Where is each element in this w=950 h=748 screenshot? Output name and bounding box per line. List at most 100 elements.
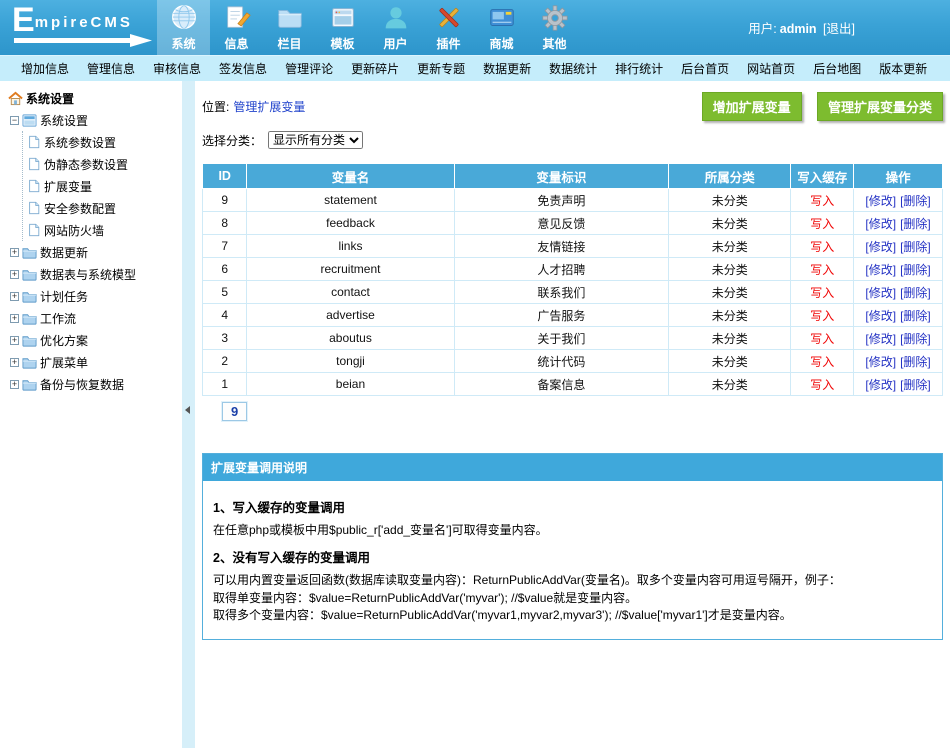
tree-node[interactable]: + 优化方案 — [8, 329, 182, 351]
tree-toggle-icon[interactable]: + — [10, 356, 19, 367]
write-cache-link[interactable]: 写入 — [810, 216, 835, 231]
subnav-item[interactable]: 网站首页 — [747, 62, 796, 76]
collapse-arrow-icon[interactable] — [185, 406, 190, 414]
tree-leaf[interactable]: 扩展变量 — [27, 175, 182, 197]
modify-link[interactable]: [修改] — [865, 239, 897, 254]
subnav-item[interactable]: 签发信息 — [219, 62, 268, 76]
tree-node[interactable]: + 工作流 — [8, 307, 182, 329]
tree-toggle-icon[interactable]: + — [10, 378, 19, 389]
tree-node[interactable]: + 备份与恢复数据 — [8, 373, 182, 395]
top-nav: 系统 信息 栏目 模板 用户 插件 商城 其他 — [157, 0, 581, 55]
cell-category: 未分类 — [668, 211, 792, 235]
modify-link[interactable]: [修改] — [865, 331, 897, 346]
subnav-item[interactable]: 更新碎片 — [351, 62, 400, 76]
delete-link[interactable]: [删除] — [900, 262, 931, 277]
delete-link[interactable]: [删除] — [900, 331, 931, 346]
sidebar-tree: 系统设置 − 系统设置 系统参数设置 伪静态参数设置 扩展变量 安全参数配置 网站防火墙 + 数据… — [0, 81, 182, 748]
username: admin — [779, 22, 817, 36]
tree-leaf[interactable]: 安全参数配置 — [27, 197, 182, 219]
tree-node[interactable]: − 系统设置 — [8, 109, 182, 131]
delete-link[interactable]: [删除] — [900, 239, 931, 254]
window-icon — [328, 3, 358, 33]
top-tab-label: 系统 — [171, 37, 196, 51]
write-cache-link[interactable]: 写入 — [810, 308, 835, 323]
breadcrumb-link[interactable]: 管理扩展变量 — [233, 99, 306, 114]
write-cache-link[interactable]: 写入 — [810, 377, 835, 392]
tree-node-label: 数据更新 — [40, 245, 89, 260]
top-tab-template[interactable]: 模板 — [316, 0, 369, 55]
subnav-item[interactable]: 管理评论 — [285, 62, 334, 76]
top-tab-user[interactable]: 用户 — [369, 0, 422, 55]
cell-write-cache: 写入 — [790, 280, 855, 304]
subnav-item[interactable]: 增加信息 — [21, 62, 70, 76]
tree-leaf[interactable]: 网站防火墙 — [27, 219, 182, 241]
subnav-item[interactable]: 版本更新 — [879, 62, 928, 76]
write-cache-link[interactable]: 写入 — [810, 354, 835, 369]
write-cache-link[interactable]: 写入 — [810, 262, 835, 277]
tree-node[interactable]: + 扩展菜单 — [8, 351, 182, 373]
tree-node[interactable]: + 计划任务 — [8, 285, 182, 307]
tree-toggle-icon[interactable]: + — [10, 268, 19, 279]
manage-variable-class-button[interactable]: 管理扩展变量分类 — [816, 91, 943, 121]
modify-link[interactable]: [修改] — [865, 377, 897, 392]
delete-link[interactable]: [删除] — [900, 193, 931, 208]
tree-toggle-icon[interactable]: + — [10, 334, 19, 345]
tree-leaf[interactable]: 系统参数设置 — [27, 131, 182, 153]
subnav-item[interactable]: 后台首页 — [681, 62, 730, 76]
delete-link[interactable]: [删除] — [900, 354, 931, 369]
delete-link[interactable]: [删除] — [900, 308, 931, 323]
variables-table: ID 变量名 变量标识 所属分类 写入缓存 操作 9 statement 免责声明 未分类 写入[… — [201, 163, 943, 396]
logout-link[interactable]: [退出] — [823, 22, 855, 36]
class-filter-select[interactable]: 显示所有分类 — [268, 131, 364, 149]
top-tab-system[interactable]: 系统 — [157, 0, 210, 55]
delete-link[interactable]: [删除] — [900, 285, 931, 300]
table-row: 1 beian 备案信息 未分类 写入 [修改] [删除] — [201, 372, 943, 396]
modify-link[interactable]: [修改] — [865, 285, 897, 300]
subnav-item[interactable]: 审核信息 — [153, 62, 202, 76]
sub-nav: 增加信息 管理信息 审核信息 签发信息 管理评论 更新碎片 更新专题 数据更新 数据统计 排行统计… — [0, 55, 950, 81]
sidebar-collapse-bar[interactable] — [182, 81, 195, 748]
modify-link[interactable]: [修改] — [865, 354, 897, 369]
tree-toggle-icon[interactable]: − — [10, 114, 19, 125]
tree-toggle-icon[interactable]: + — [10, 290, 19, 301]
top-tab-other[interactable]: 其他 — [528, 0, 581, 55]
top-tab-label: 栏目 — [277, 37, 302, 51]
subnav-item[interactable]: 后台地图 — [813, 62, 862, 76]
tree-leaf-label: 扩展变量 — [44, 179, 93, 194]
delete-link[interactable]: [删除] — [900, 377, 931, 392]
delete-link[interactable]: [删除] — [900, 216, 931, 231]
top-tab-info[interactable]: 信息 — [210, 0, 263, 55]
write-cache-link[interactable]: 写入 — [810, 239, 835, 254]
top-tab-shop[interactable]: 商城 — [475, 0, 528, 55]
subnav-item[interactable]: 数据更新 — [483, 62, 532, 76]
column-header: ID — [201, 163, 248, 189]
modify-link[interactable]: [修改] — [865, 308, 897, 323]
subnav-item[interactable]: 更新专题 — [417, 62, 466, 76]
action-buttons: 增加扩展变量 管理扩展变量分类 — [690, 91, 943, 121]
top-tab-plugin[interactable]: 插件 — [422, 0, 475, 55]
add-extension-variable-button[interactable]: 增加扩展变量 — [701, 91, 802, 121]
subnav-item[interactable]: 数据统计 — [549, 62, 598, 76]
tree-toggle-icon[interactable]: + — [10, 312, 19, 323]
tree-node[interactable]: + 数据表与系统模型 — [8, 263, 182, 285]
folder-small-icon — [22, 311, 37, 326]
top-tab-column[interactable]: 栏目 — [263, 0, 316, 55]
cell-variable-name: links — [246, 234, 455, 258]
page-number-box[interactable]: 9 — [220, 401, 249, 422]
tree-node[interactable]: + 数据更新 — [8, 241, 182, 263]
modify-link[interactable]: [修改] — [865, 262, 897, 277]
tree-leaf[interactable]: 伪静态参数设置 — [27, 153, 182, 175]
write-cache-link[interactable]: 写入 — [810, 331, 835, 346]
subnav-item[interactable]: 排行统计 — [615, 62, 664, 76]
user-info: 用户: admin [退出] — [748, 18, 855, 37]
tree-toggle-icon[interactable]: + — [10, 246, 19, 257]
modify-link[interactable]: [修改] — [865, 193, 897, 208]
cell-variable-name: aboutus — [246, 326, 455, 350]
subnav-item[interactable]: 管理信息 — [87, 62, 136, 76]
write-cache-link[interactable]: 写入 — [810, 285, 835, 300]
write-cache-link[interactable]: 写入 — [810, 193, 835, 208]
cell-operations: [修改] [删除] — [853, 257, 943, 281]
tree-root-system-settings[interactable]: 系统设置 — [8, 88, 182, 109]
modify-link[interactable]: [修改] — [865, 216, 897, 231]
